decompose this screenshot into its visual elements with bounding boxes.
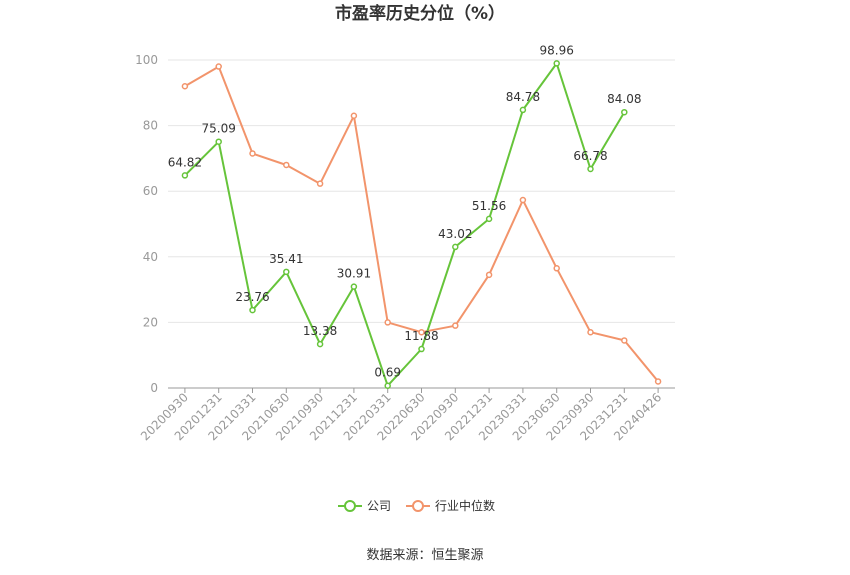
y-tick-label: 20 bbox=[143, 315, 158, 329]
data-point bbox=[283, 268, 290, 276]
y-tick-label: 60 bbox=[143, 184, 158, 198]
legend-marker bbox=[412, 500, 424, 512]
data-point bbox=[587, 165, 594, 173]
series-1 bbox=[181, 63, 662, 385]
y-tick-label: 80 bbox=[143, 119, 158, 133]
data-point bbox=[587, 328, 594, 336]
y-tick-label: 40 bbox=[143, 250, 158, 264]
data-point bbox=[249, 306, 256, 314]
series-line bbox=[184, 62, 626, 387]
data-label: 51.56 bbox=[472, 199, 506, 213]
legend: 公司 行业中位数 bbox=[338, 498, 495, 513]
data-point bbox=[452, 243, 459, 251]
x-axis: 2020093020201231202103312021063020210930… bbox=[138, 387, 675, 443]
legend-item-0: 公司 bbox=[338, 499, 391, 513]
data-point bbox=[418, 328, 425, 336]
data-label: 30.91 bbox=[337, 267, 371, 281]
legend-label: 公司 bbox=[367, 499, 391, 513]
data-point bbox=[553, 60, 560, 67]
data-point bbox=[485, 271, 493, 279]
data-point bbox=[350, 112, 358, 120]
data-point bbox=[621, 337, 628, 344]
data-label: 98.96 bbox=[540, 43, 574, 57]
data-label: 75.09 bbox=[202, 122, 236, 136]
data-label: 0.69 bbox=[374, 366, 401, 380]
data-point bbox=[384, 319, 391, 326]
data-point bbox=[621, 108, 628, 116]
data-label: 35.41 bbox=[269, 252, 303, 266]
legend-marker bbox=[344, 500, 356, 512]
data-point bbox=[452, 322, 459, 329]
data-point bbox=[350, 283, 358, 290]
data-point bbox=[384, 382, 391, 389]
data-label: 66.78 bbox=[573, 149, 607, 163]
data-point bbox=[316, 340, 324, 348]
data-point bbox=[485, 215, 493, 223]
data-point bbox=[181, 82, 189, 90]
data-point bbox=[418, 345, 425, 353]
series-layer: 64.82 75.09 23.76 35.41 13.38 30.91 0.69 11.88 4… bbox=[168, 43, 662, 389]
data-point bbox=[181, 172, 189, 179]
y-tick-label: 100 bbox=[135, 53, 158, 67]
legend-label: 行业中位数 bbox=[435, 498, 495, 513]
data-point bbox=[519, 196, 527, 204]
data-label: 84.78 bbox=[506, 90, 540, 104]
data-source: 数据来源：恒生聚源 bbox=[366, 548, 483, 563]
legend-item-1: 行业中位数 bbox=[406, 498, 495, 513]
data-point bbox=[519, 106, 527, 114]
y-axis: 0 20 40 60 80 100 bbox=[135, 53, 158, 395]
data-label: 84.08 bbox=[607, 92, 641, 106]
data-label: 23.76 bbox=[235, 290, 269, 304]
chart-title: 市盈率历史分位（%） bbox=[335, 3, 505, 24]
data-point bbox=[215, 138, 222, 145]
data-label: 43.02 bbox=[438, 227, 472, 241]
data-label: 11.88 bbox=[404, 329, 438, 343]
data-point bbox=[316, 180, 324, 187]
data-point bbox=[283, 161, 290, 169]
gridlines bbox=[168, 59, 675, 323]
data-point bbox=[553, 265, 560, 272]
data-label: 64.82 bbox=[168, 155, 202, 169]
data-point bbox=[215, 63, 222, 70]
data-point bbox=[249, 150, 256, 157]
data-label: 13.38 bbox=[303, 324, 337, 338]
data-point bbox=[654, 378, 662, 385]
y-tick-label: 0 bbox=[150, 381, 158, 395]
series-0: 64.82 75.09 23.76 35.41 13.38 30.91 0.69 11.88 4… bbox=[168, 43, 641, 389]
